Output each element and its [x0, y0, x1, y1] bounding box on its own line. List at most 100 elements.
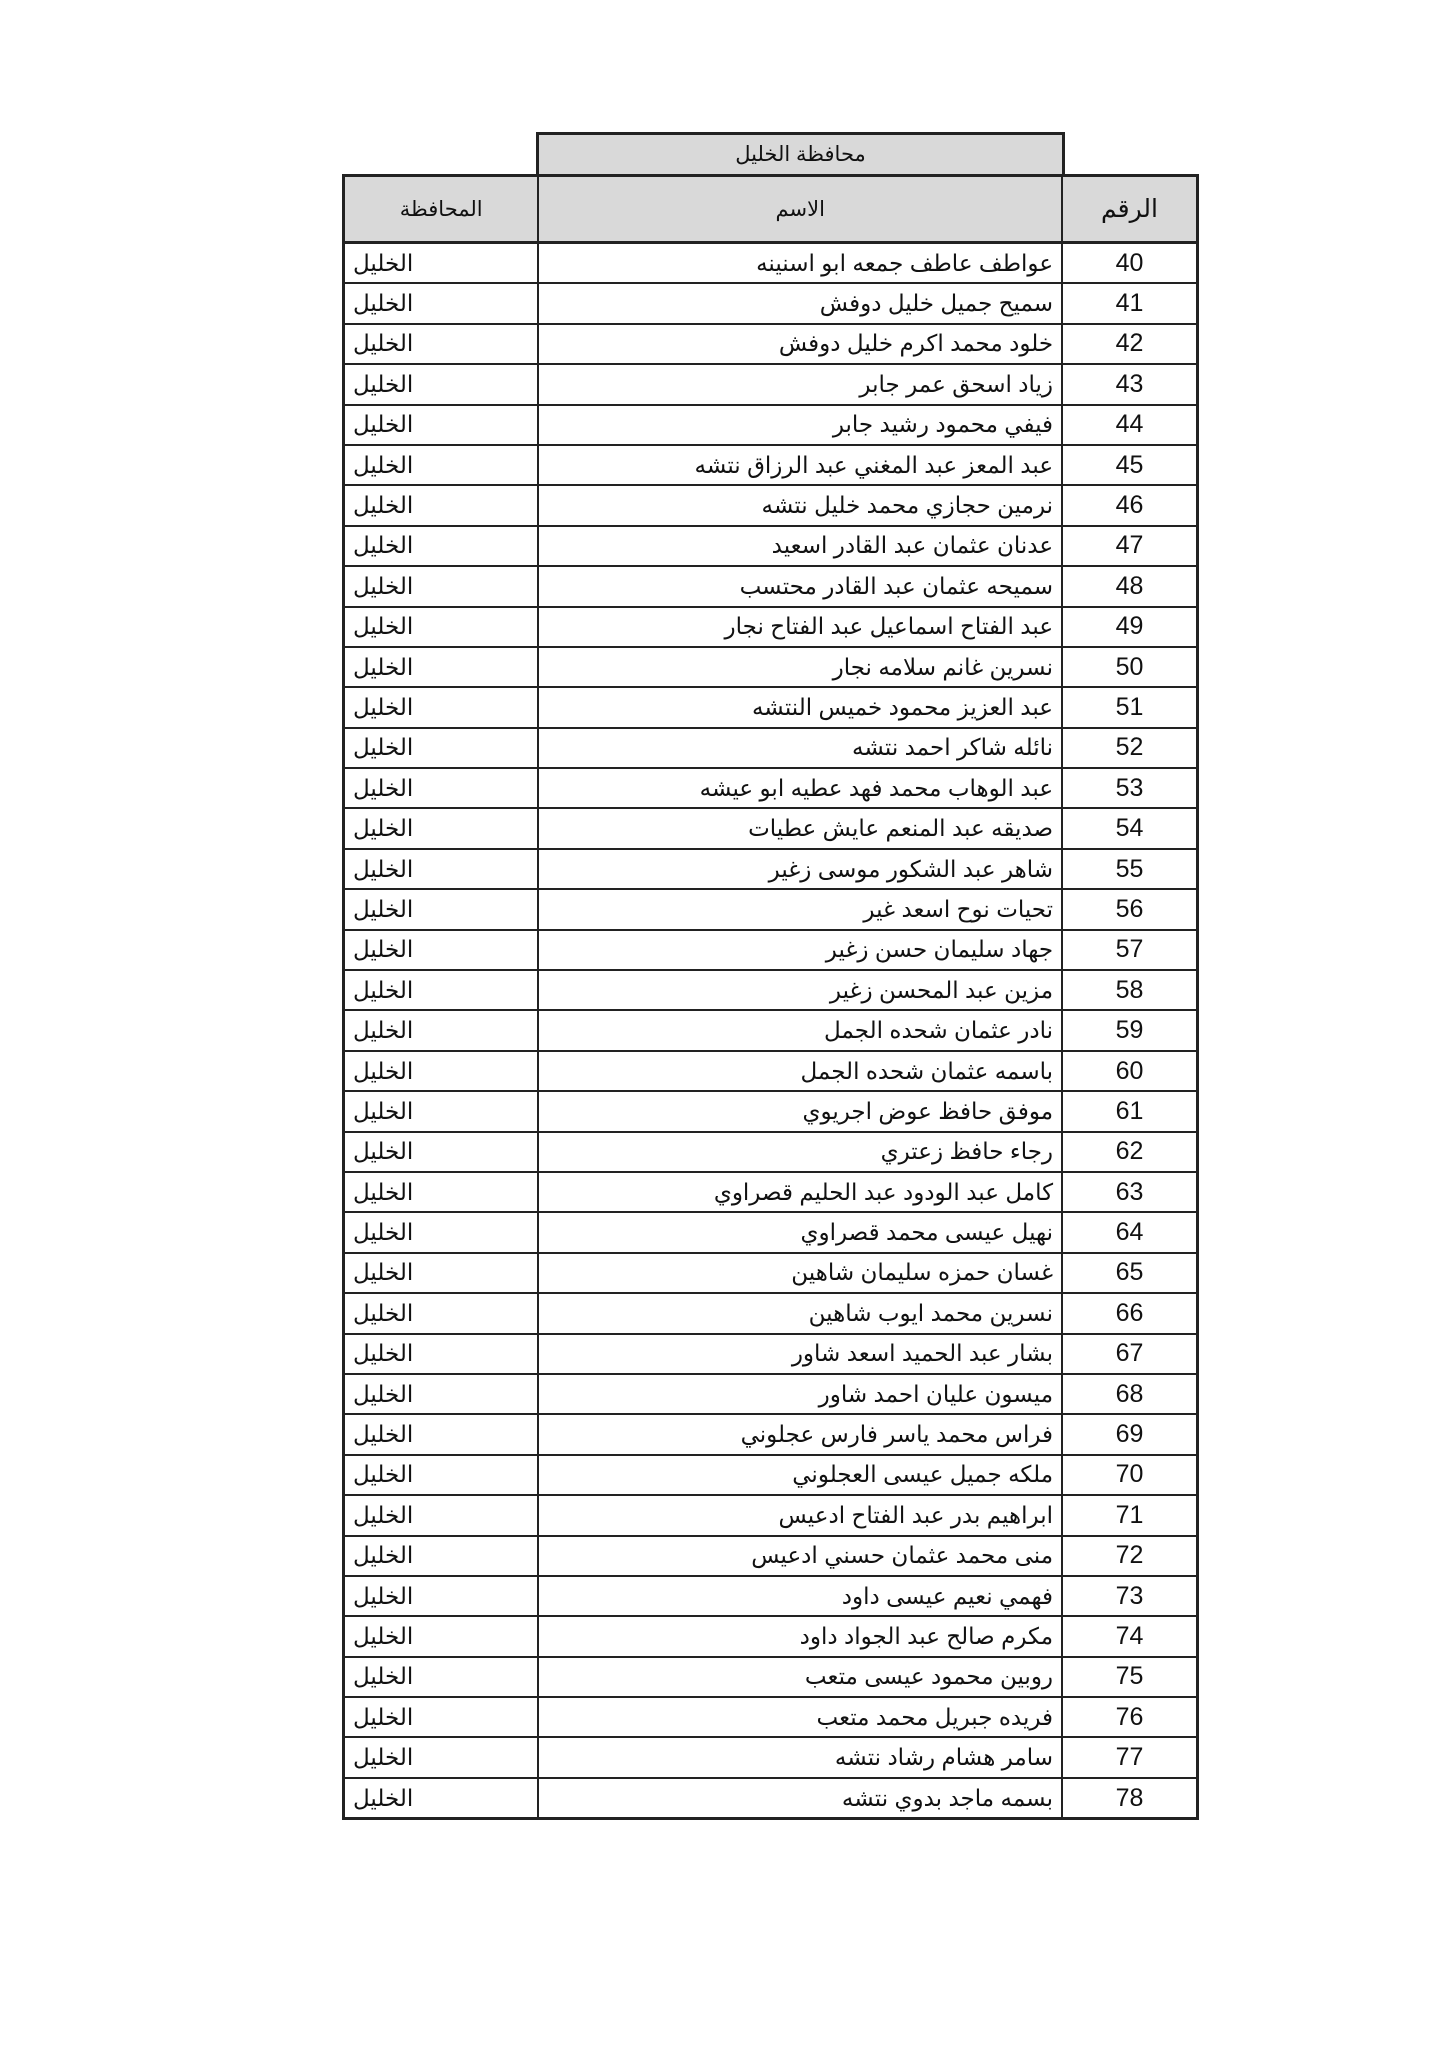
- row-governorate: الخليل: [342, 1251, 540, 1295]
- table-row: 56 تحيات نوح اسعد غير الخليل: [342, 888, 1200, 931]
- row-name: منى محمد عثمان حسني ادعيس: [537, 1534, 1064, 1577]
- row-number: 45: [1061, 443, 1200, 487]
- table-row: 70 ملكه جميل عيسى العجلوني الخليل: [342, 1453, 1200, 1497]
- table-row: 48 سميحه عثمان عبد القادر محتسب الخليل: [342, 565, 1200, 608]
- row-name: ملكه جميل عيسى العجلوني: [537, 1453, 1064, 1497]
- row-governorate: الخليل: [342, 1574, 540, 1618]
- row-number: 63: [1061, 1170, 1200, 1214]
- row-name: عبد الفتاح اسماعيل عبد الفتاح نجار: [537, 605, 1064, 648]
- row-number: 55: [1061, 847, 1200, 891]
- row-number: 69: [1061, 1413, 1200, 1456]
- row-name: عبد الوهاب محمد فهد عطيه ابو عيشه: [537, 767, 1064, 810]
- row-name: نسرين غانم سلامه نجار: [537, 645, 1064, 689]
- table-row: 58 مزين عبد المحسن زغير الخليل: [342, 969, 1200, 1012]
- table-row: 43 زياد اسحق عمر جابر الخليل: [342, 363, 1200, 406]
- row-governorate: الخليل: [342, 403, 540, 446]
- table-row: 49 عبد الفتاح اسماعيل عبد الفتاح نجار الخل…: [342, 605, 1200, 648]
- row-number: 56: [1061, 888, 1200, 931]
- row-number: 74: [1061, 1615, 1200, 1658]
- row-name: ابراهيم بدر عبد الفتاح ادعيس: [537, 1494, 1064, 1537]
- row-name: مزين عبد المحسن زغير: [537, 969, 1064, 1012]
- row-governorate: الخليل: [342, 726, 540, 770]
- table-row: 78 بسمه ماجد بدوي نتشه الخليل: [342, 1776, 1200, 1821]
- row-governorate: الخليل: [342, 322, 540, 366]
- table-row: 57 جهاد سليمان حسن زغير الخليل: [342, 928, 1200, 972]
- row-number: 60: [1061, 1049, 1200, 1093]
- row-governorate: الخليل: [342, 443, 540, 487]
- row-name: تحيات نوح اسعد غير: [537, 888, 1064, 931]
- table-row: 61 موفق حافظ عوض اجريوي الخليل: [342, 1090, 1200, 1133]
- table-row: 40 عواطف عاطف جمعه ابو اسنينه الخليل: [342, 241, 1200, 285]
- row-number: 73: [1061, 1574, 1200, 1618]
- row-number: 70: [1061, 1453, 1200, 1497]
- row-governorate: الخليل: [342, 1372, 540, 1416]
- row-name: خلود محمد اكرم خليل دوفش: [537, 322, 1064, 366]
- row-number: 41: [1061, 282, 1200, 325]
- row-name: رجاء حافظ زعتري: [537, 1130, 1064, 1173]
- row-number: 42: [1061, 322, 1200, 366]
- table-row: 66 نسرين محمد ايوب شاهين الخليل: [342, 1292, 1200, 1335]
- row-name: نهيل عيسى محمد قصراوي: [537, 1211, 1064, 1254]
- row-name: بسمه ماجد بدوي نتشه: [537, 1776, 1064, 1821]
- row-name: صديقه عبد المنعم عايش عطيات: [537, 807, 1064, 850]
- row-governorate: الخليل: [342, 645, 540, 689]
- table-row: 60 باسمه عثمان شحده الجمل الخليل: [342, 1049, 1200, 1093]
- row-governorate: الخليل: [342, 1332, 540, 1375]
- table-row: 41 سميح جميل خليل دوفش الخليل: [342, 282, 1200, 325]
- table-row: 53 عبد الوهاب محمد فهد عطيه ابو عيشه الخلي…: [342, 767, 1200, 810]
- row-number: 78: [1061, 1776, 1200, 1821]
- table-row: 51 عبد العزيز محمود خميس النتشه الخليل: [342, 686, 1200, 729]
- row-number: 68: [1061, 1372, 1200, 1416]
- row-number: 52: [1061, 726, 1200, 770]
- row-name: فريده جبريل محمد متعب: [537, 1696, 1064, 1739]
- table-row: 59 نادر عثمان شحده الجمل الخليل: [342, 1009, 1200, 1052]
- row-name: عبد المعز عبد المغني عبد الرزاق نتشه: [537, 443, 1064, 487]
- row-governorate: الخليل: [342, 1776, 540, 1821]
- row-number: 77: [1061, 1736, 1200, 1779]
- row-governorate: الخليل: [342, 928, 540, 972]
- row-governorate: الخليل: [342, 484, 540, 527]
- row-number: 48: [1061, 565, 1200, 608]
- row-governorate: الخليل: [342, 241, 540, 285]
- table-row: 77 سامر هشام رشاد نتشه الخليل: [342, 1736, 1200, 1779]
- row-name: عواطف عاطف جمعه ابو اسنينه: [537, 241, 1064, 285]
- row-governorate: الخليل: [342, 363, 540, 406]
- row-name: نسرين محمد ايوب شاهين: [537, 1292, 1064, 1335]
- row-governorate: الخليل: [342, 888, 540, 931]
- row-name: سامر هشام رشاد نتشه: [537, 1736, 1064, 1779]
- table-row: 69 فراس محمد ياسر فارس عجلوني الخليل: [342, 1413, 1200, 1456]
- row-name: عدنان عثمان عبد القادر اسعيد: [537, 524, 1064, 568]
- row-name: نائله شاكر احمد نتشه: [537, 726, 1064, 770]
- header-governorate: المحافظة: [342, 174, 540, 244]
- row-name: زياد اسحق عمر جابر: [537, 363, 1064, 406]
- row-number: 76: [1061, 1696, 1200, 1739]
- header-row: الرقم الاسم المحافظة: [342, 174, 1200, 244]
- row-number: 44: [1061, 403, 1200, 446]
- row-governorate: الخليل: [342, 1170, 540, 1214]
- row-name: باسمه عثمان شحده الجمل: [537, 1049, 1064, 1093]
- row-governorate: الخليل: [342, 1534, 540, 1577]
- row-name: موفق حافظ عوض اجريوي: [537, 1090, 1064, 1133]
- row-governorate: الخليل: [342, 1494, 540, 1537]
- table-row: 72 منى محمد عثمان حسني ادعيس الخليل: [342, 1534, 1200, 1577]
- row-name: ميسون عليان احمد شاور: [537, 1372, 1064, 1416]
- table-row: 47 عدنان عثمان عبد القادر اسعيد الخليل: [342, 524, 1200, 568]
- row-governorate: الخليل: [342, 1453, 540, 1497]
- table-row: 71 ابراهيم بدر عبد الفتاح ادعيس الخليل: [342, 1494, 1200, 1537]
- table-row: 42 خلود محمد اكرم خليل دوفش الخليل: [342, 322, 1200, 366]
- row-name: فيفي محمود رشيد جابر: [537, 403, 1064, 446]
- row-governorate: الخليل: [342, 1736, 540, 1779]
- table-row: 55 شاهر عبد الشكور موسى زغير الخليل: [342, 847, 1200, 891]
- row-governorate: الخليل: [342, 1655, 540, 1699]
- row-number: 54: [1061, 807, 1200, 850]
- row-number: 57: [1061, 928, 1200, 972]
- row-governorate: الخليل: [342, 1049, 540, 1093]
- row-number: 66: [1061, 1292, 1200, 1335]
- row-number: 65: [1061, 1251, 1200, 1295]
- row-governorate: الخليل: [342, 969, 540, 1012]
- row-number: 62: [1061, 1130, 1200, 1173]
- row-name: فراس محمد ياسر فارس عجلوني: [537, 1413, 1064, 1456]
- names-table: الرقم الاسم المحافظة 40 عواطف عاطف جمعه ا…: [342, 174, 1200, 1821]
- table-row: 68 ميسون عليان احمد شاور الخليل: [342, 1372, 1200, 1416]
- table-row: 74 مكرم صالح عبد الجواد داود الخليل: [342, 1615, 1200, 1658]
